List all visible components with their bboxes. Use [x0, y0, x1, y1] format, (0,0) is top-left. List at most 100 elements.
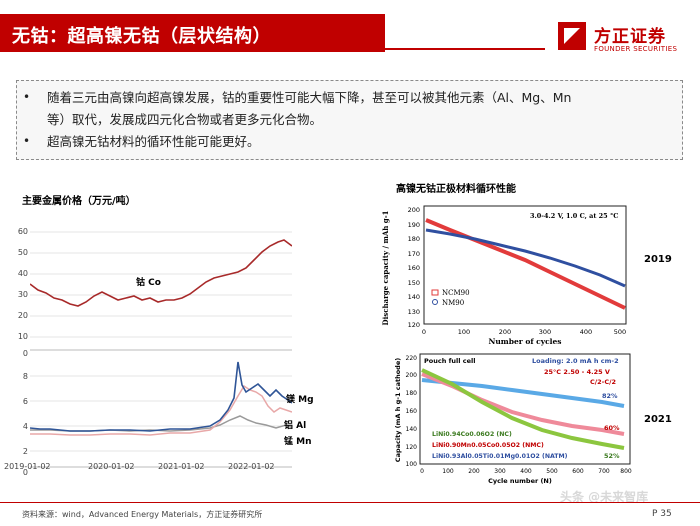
xtick: 300: [539, 328, 551, 336]
ytick: 130: [408, 308, 420, 316]
xtick: 100: [458, 328, 470, 336]
nc-legend: LiNi0.94Co0.06O2 (NC): [432, 431, 512, 438]
xtick: 600: [572, 468, 584, 475]
year-2019-label: 2019: [644, 254, 672, 265]
nc-curve: [421, 368, 625, 450]
ytick: 0: [22, 349, 28, 358]
watermark: 头条 @未来智库: [560, 490, 649, 504]
ytick: 2: [22, 447, 28, 456]
natm-legend: LiNi0.93Al0.05Ti0.01Mg0.01O2 (NATM): [432, 453, 568, 460]
xtick: 700: [598, 468, 610, 475]
bullet-mark: •: [23, 134, 31, 148]
ytick: 200: [406, 372, 418, 379]
xtick: 400: [520, 468, 532, 475]
xtick: 200: [468, 468, 480, 475]
y-axis-label: Capacity (mA h g-1 cathode): [394, 358, 402, 462]
pouch-cell-label: Pouch full cell: [424, 357, 476, 365]
logo-name: 方正证券: [594, 27, 666, 47]
al-price-line: [30, 384, 292, 436]
cycle-chart-2021: Capacity (mA h g-1 cathode) 220 200 180 …: [394, 353, 632, 485]
xtick: 2021-01-02: [158, 462, 205, 471]
nm90-legend-marker: [432, 299, 438, 305]
ytick: 40: [17, 269, 28, 278]
founder-logo-icon: [558, 22, 586, 50]
plot-frame: [419, 353, 631, 465]
header-divider: [385, 48, 545, 50]
mn-label: 锰 Mn: [284, 437, 312, 447]
ytick: 6: [22, 397, 28, 406]
ytick: 4: [22, 422, 28, 431]
ytick: 220: [406, 355, 418, 362]
metal-price-chart: [30, 231, 292, 468]
cycle-chart-2019: Discharge capacity / mAh g-1 200 190 180…: [381, 205, 627, 346]
xtick: 2019-01-02: [4, 462, 51, 471]
ytick: 100: [406, 461, 418, 468]
nc-retention: 52%: [604, 452, 620, 460]
xtick: 100: [442, 468, 454, 475]
ncm90-legend: NCM90: [442, 289, 470, 297]
loading-label: Loading: 2.0 mA h cm-2: [532, 357, 619, 365]
test-condition: 3.0-4.2 V, 1.0 C, at 25 °C: [530, 212, 618, 220]
ytick: 160: [408, 264, 420, 272]
co-label: 钴 Co: [136, 278, 161, 288]
ytick: 20: [17, 311, 28, 320]
co-price-line: [30, 239, 292, 307]
x-axis-label: Cycle number (N): [488, 477, 552, 485]
nmc-legend: LiNi0.90Mn0.05Co0.05O2 (NMC): [432, 442, 544, 449]
xtick: 2022-01-02: [228, 462, 275, 471]
ytick: 200: [408, 206, 420, 214]
ncm90-legend-marker: [431, 289, 439, 296]
ytick: 140: [406, 426, 418, 433]
page-number: P 35: [652, 509, 672, 519]
xtick: 200: [499, 328, 511, 336]
nm90-curve: [425, 228, 626, 288]
bullet-1-line-2: 等）取代，发展成四元化合物或者更多元化合物。: [47, 112, 323, 127]
ytick: 180: [408, 235, 420, 243]
year-2021-label: 2021: [644, 414, 672, 425]
bullet-box: • 随着三元由高镍向超高镍发展，钴的重要性可能大幅下降，甚至可以被其他元素（Al…: [16, 80, 683, 160]
x-axis-label: Number of cycles: [489, 337, 562, 346]
nmc-retention: 60%: [604, 424, 620, 432]
xtick: 400: [580, 328, 592, 336]
plot-frame: [423, 205, 627, 325]
bullet-1-line-1: 随着三元由高镍向超高镍发展，钴的重要性可能大幅下降，甚至可以被其他元素（Al、M…: [47, 90, 572, 105]
y-axis-label: Discharge capacity / mAh g-1: [381, 210, 390, 325]
ytick: 8: [22, 372, 28, 381]
ytick: 0: [22, 468, 28, 477]
xtick: 800: [620, 468, 632, 475]
natm-curve: [421, 378, 625, 408]
xtick: 2020-01-02: [88, 462, 135, 471]
rate-label: C/2-C/2: [590, 378, 616, 386]
ncm90-curve: [425, 218, 626, 310]
logo-english: FOUNDER SECURITIES: [594, 45, 678, 53]
ytick: 120: [406, 444, 418, 451]
temperature-voltage-label: 25°C 2.50 - 4.25 V: [544, 368, 610, 376]
bullet-2: 超高镍无钴材料的循环性能可能更好。: [47, 134, 260, 149]
ytick: 120: [408, 321, 420, 329]
ytick: 50: [17, 248, 28, 257]
mg-price-line: [30, 361, 292, 432]
natm-retention: 82%: [602, 392, 618, 400]
source-note: 资料来源：wind，Advanced Energy Materials，方正证券…: [22, 510, 263, 519]
ytick: 150: [408, 279, 420, 287]
xtick: 0: [420, 468, 424, 475]
ytick: 30: [17, 290, 28, 299]
bullet-mark: •: [23, 90, 31, 104]
ytick: 10: [17, 332, 28, 341]
footer-divider: [0, 502, 700, 503]
xtick: 0: [422, 328, 426, 336]
ytick: 170: [408, 250, 420, 258]
ytick: 160: [406, 408, 418, 415]
ytick: 190: [408, 221, 420, 229]
xtick: 500: [546, 468, 558, 475]
mn-price-line: [30, 415, 292, 432]
ytick: 140: [408, 293, 420, 301]
page-title: 无钴：超高镍无钴（层状结构）: [12, 26, 271, 47]
header-bar: [0, 14, 385, 52]
mg-label: 镁 Mg: [286, 395, 314, 405]
cycle-performance-title: 高镍无钴正极材料循环性能: [396, 184, 516, 195]
xtick: 500: [614, 328, 626, 336]
nm90-legend: NM90: [442, 299, 464, 307]
founder-logo: 方正证券 FOUNDER SECURITIES: [556, 20, 696, 68]
al-label: 铝 Al: [284, 421, 307, 431]
